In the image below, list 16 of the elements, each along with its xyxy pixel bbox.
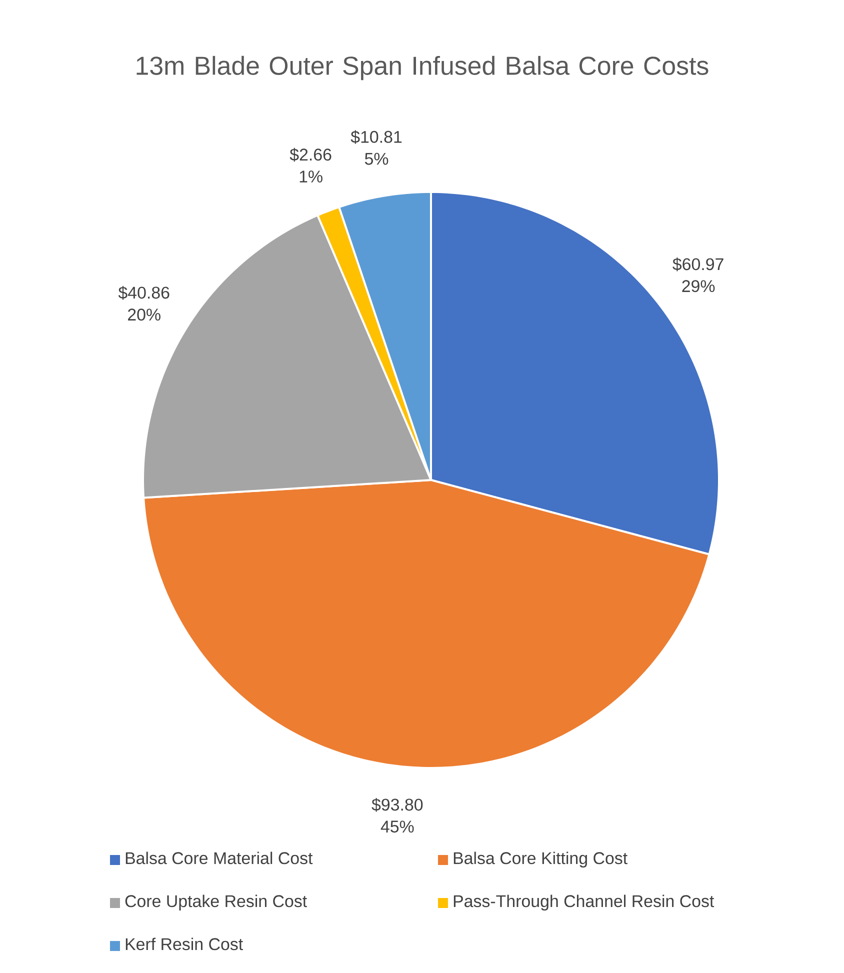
data-label: $2.66 bbox=[290, 148, 332, 162]
legend-label: Pass-Through Channel Resin Cost bbox=[454, 894, 714, 911]
text: 45% bbox=[380, 820, 414, 833]
data-label: $40.86 bbox=[118, 286, 170, 300]
data-label: $10.81 bbox=[350, 130, 402, 144]
legend-label: Balsa Core Kitting Cost bbox=[454, 852, 628, 868]
text: 5% bbox=[364, 152, 388, 165]
data-label: $60.97 bbox=[672, 257, 724, 272]
text: 1% bbox=[300, 170, 322, 182]
legend-label: Balsa Core Material Cost bbox=[126, 852, 313, 864]
legend-label: Kerf Resin Cost bbox=[126, 938, 243, 950]
chart-title: 13m Blade Outer Span Infused Balsa Core Costs bbox=[136, 56, 708, 80]
legend-label: Core Uptake Resin Cost bbox=[125, 894, 307, 911]
data-label: $93.80 bbox=[372, 798, 423, 812]
text: 29% bbox=[682, 280, 715, 292]
text: 20% bbox=[128, 308, 160, 321]
